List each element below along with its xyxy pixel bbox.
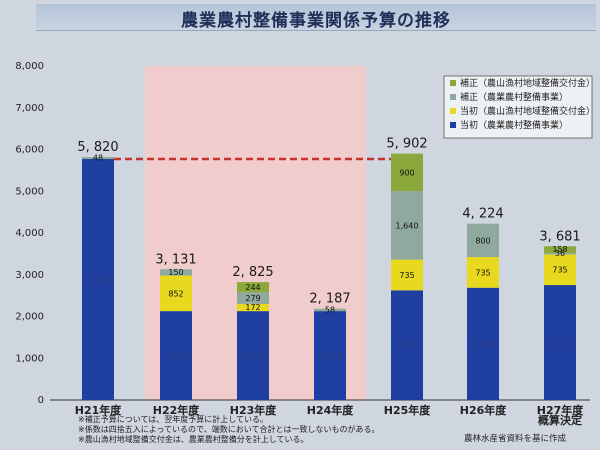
bar-segment (467, 223, 499, 258)
x-category-label: H23年度 (230, 403, 278, 417)
x-category-label: H25年度 (384, 403, 432, 417)
bar-segment (82, 157, 114, 160)
bar-segment (160, 275, 192, 312)
bar-segment (160, 311, 192, 400)
total-label: 5, 902 (386, 137, 427, 152)
data-label: 2,129 (319, 352, 342, 361)
total-label: 2, 825 (232, 265, 273, 280)
bar-segment (314, 311, 346, 400)
data-label: 2,753 (549, 339, 572, 348)
legend-swatch (450, 108, 456, 114)
bar-segment (544, 285, 576, 400)
bar-segment (467, 287, 499, 400)
data-label: 1,640 (396, 221, 419, 230)
bar-segment (160, 269, 192, 276)
footnote-2: ※係数は四捨五入によっているので、端数において合計とは一致しないものがある。 (78, 425, 380, 434)
x-category-label: H26年度 (460, 403, 508, 417)
bar-segment (391, 259, 423, 291)
bar-segment (467, 257, 499, 288)
x-category-label: H22年度 (153, 403, 201, 417)
y-tick-label: 4,000 (15, 228, 44, 239)
data-label: 279 (245, 294, 260, 303)
bar-segment (237, 311, 269, 400)
data-label: 800 (475, 236, 490, 245)
y-tick-label: 8,000 (15, 61, 44, 72)
footnote-3: ※農山漁村地域整備交付金は、農業農村整備分を計上している。 (78, 435, 309, 444)
data-label: 2,129 (165, 352, 188, 361)
total-label: 4, 224 (462, 207, 503, 222)
legend-swatch (450, 122, 456, 128)
total-label: 3, 131 (155, 252, 196, 267)
legend-label: 補正（農山漁村地域整備交付金） (460, 77, 595, 89)
data-label: 900 (399, 168, 414, 177)
data-label: 2,627 (396, 341, 419, 350)
data-label: 172 (245, 303, 260, 312)
data-label: 36 (555, 249, 565, 258)
total-label: 3, 681 (539, 229, 580, 244)
data-label: 2,129 (242, 352, 265, 361)
legend-swatch (450, 94, 456, 100)
source-note: 農林水産省資料を基に作成 (463, 434, 566, 444)
bar-segment (391, 191, 423, 260)
bar-segment (237, 303, 269, 312)
y-tick-label: 2,000 (15, 312, 44, 323)
data-label: 158 (552, 245, 567, 254)
data-label: 5,772 (87, 276, 110, 285)
legend-box (443, 75, 593, 139)
data-label: 244 (245, 283, 260, 292)
title-band: 農業農村整備事業関係予算の推移 (36, 4, 596, 31)
chart-title: 農業農村整備事業関係予算の推移 (181, 11, 451, 31)
data-label: 2,689 (472, 340, 495, 349)
bar-segment (314, 308, 346, 312)
footnote-1: ※補正予算については、翌年度予算に計上している。 (78, 415, 269, 424)
bar-segment (237, 282, 269, 293)
bar-segment (544, 254, 576, 286)
legend-label: 当初（農業農村整備事業） (460, 119, 568, 131)
legend-swatch (450, 80, 456, 86)
bar-segment (544, 252, 576, 255)
total-label: 2, 187 (309, 292, 350, 307)
y-tick-label: 7,000 (15, 103, 44, 114)
legend-label: 当初（農山漁村地域整備交付金） (460, 105, 595, 117)
y-tick-label: 3,000 (15, 270, 44, 281)
data-label: 735 (475, 268, 490, 277)
bar-segment (82, 159, 114, 400)
bar-segment (544, 246, 576, 253)
data-label: 852 (168, 289, 183, 298)
y-tick-label: 6,000 (15, 145, 44, 156)
y-tick-label: 0 (38, 395, 44, 406)
bar-segment (391, 290, 423, 400)
x-category-label: 概算決定 (538, 413, 582, 427)
legend-label: 補正（農業農村整備事業） (460, 91, 568, 103)
data-label: 48 (93, 154, 103, 163)
x-category-label: H24年度 (307, 403, 355, 417)
data-label: 735 (552, 266, 567, 275)
data-label: 735 (399, 271, 414, 280)
data-label: 58 (325, 305, 335, 314)
bar-segment (391, 153, 423, 192)
y-tick-label: 5,000 (15, 186, 44, 197)
y-tick-label: 1,000 (15, 353, 44, 364)
x-category-label: H27年度 (537, 403, 585, 417)
total-label: 5, 820 (77, 140, 118, 155)
bar-segment (237, 292, 269, 304)
x-category-label: H21年度 (75, 403, 123, 417)
data-label: 150 (168, 268, 183, 277)
